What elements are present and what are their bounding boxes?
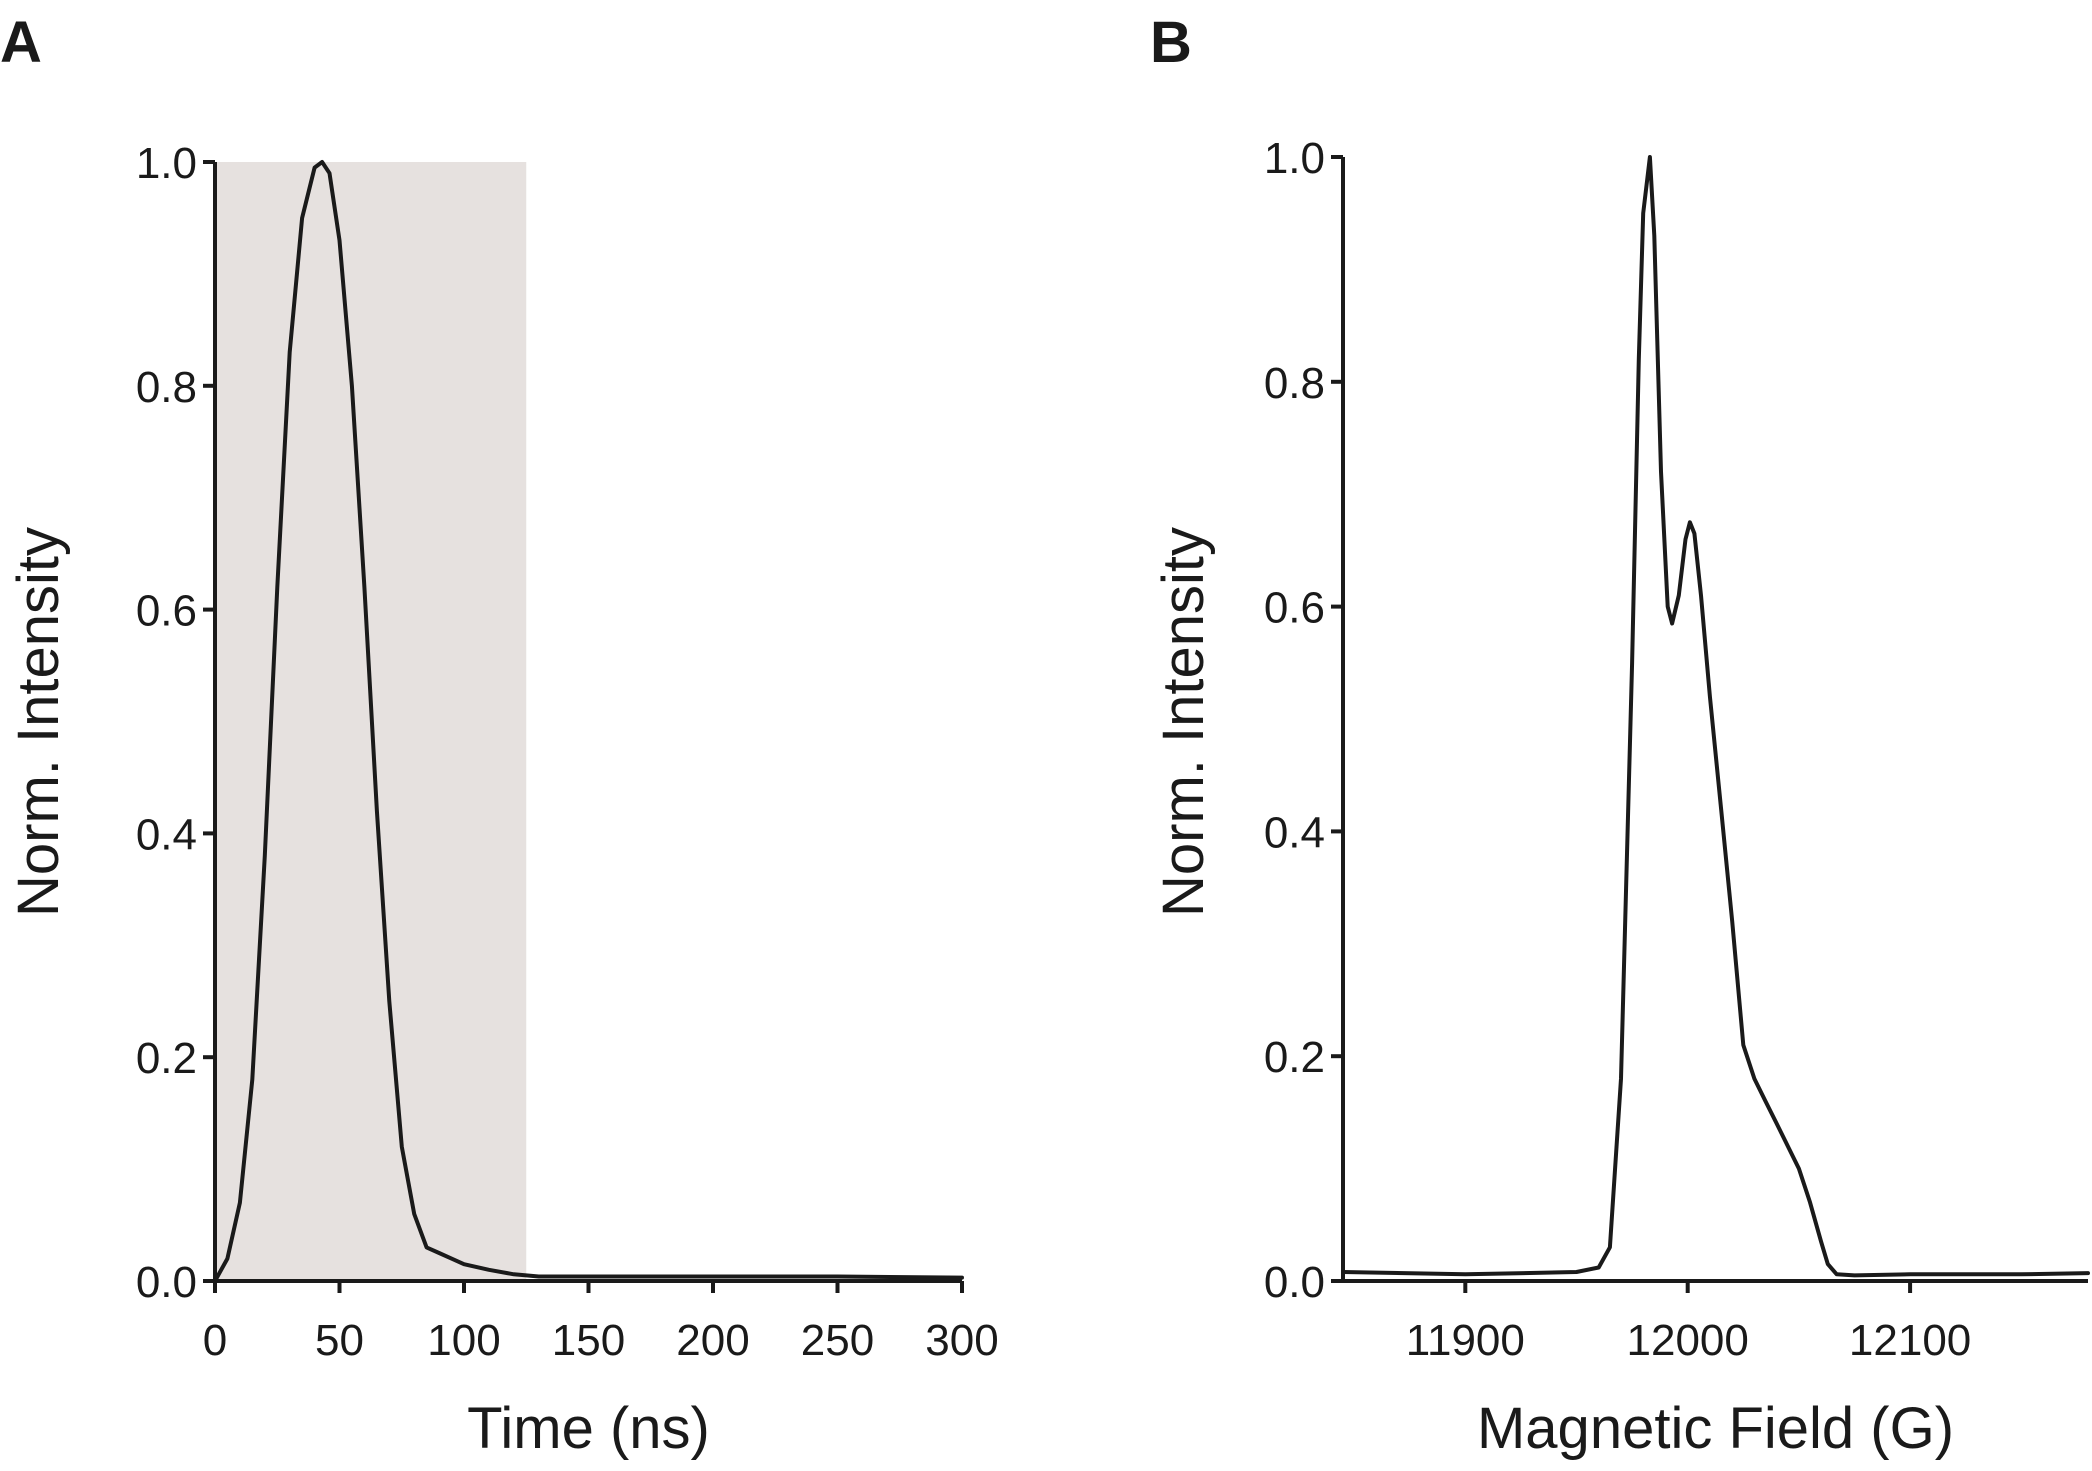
y-tick-label: 0.6 (1264, 584, 1325, 633)
panel-label-b: B (1150, 10, 1192, 75)
x-tick-label: 0 (203, 1316, 227, 1365)
x-axis-title: Magnetic Field (G) (1477, 1396, 1954, 1461)
x-tick-label: 11900 (1406, 1316, 1525, 1365)
series-line (1341, 155, 2090, 1278)
y-tick-label: 0.6 (136, 587, 197, 636)
y-tick-label: 0.8 (1264, 359, 1325, 408)
series-line (213, 160, 964, 1283)
chart-panel-b: 0.0 0.2 0.4 0.6 0.8 1.0 11900 12000 12100 Magneti… (1151, 134, 2090, 1461)
x-tick-label: 250 (801, 1316, 874, 1365)
y-tick-label: 0.2 (1264, 1033, 1325, 1082)
x-tick-label: 300 (925, 1316, 998, 1365)
y-tick-label: 0.4 (1264, 808, 1325, 857)
panel-label-a: A (0, 10, 42, 75)
y-tick-label: 0.0 (1264, 1258, 1325, 1307)
y-tick-label: 1.0 (1264, 134, 1325, 183)
y-tick-label: 0.0 (136, 1258, 197, 1307)
chart-panel-a: 0.0 0.2 0.4 0.6 0.8 1.0 0 50 100 150 200 250 300 Time… (6, 139, 999, 1461)
y-tick-label: 0.8 (136, 363, 197, 412)
y-axis-title: Norm. Intensity (1151, 527, 1216, 917)
x-tick-label: 12100 (1849, 1316, 1971, 1365)
x-tick-label: 100 (427, 1316, 500, 1365)
x-tick-label: 50 (315, 1316, 364, 1365)
y-tick-label: 0.4 (136, 810, 197, 859)
y-tick-label: 1.0 (136, 139, 197, 188)
x-axis-title: Time (ns) (467, 1396, 710, 1461)
x-tick-label: 12000 (1627, 1316, 1749, 1365)
x-tick-label: 150 (552, 1316, 625, 1365)
y-axis-title: Norm. Intensity (6, 527, 71, 917)
y-tick-label: 0.2 (136, 1034, 197, 1083)
x-tick-label: 200 (676, 1316, 749, 1365)
